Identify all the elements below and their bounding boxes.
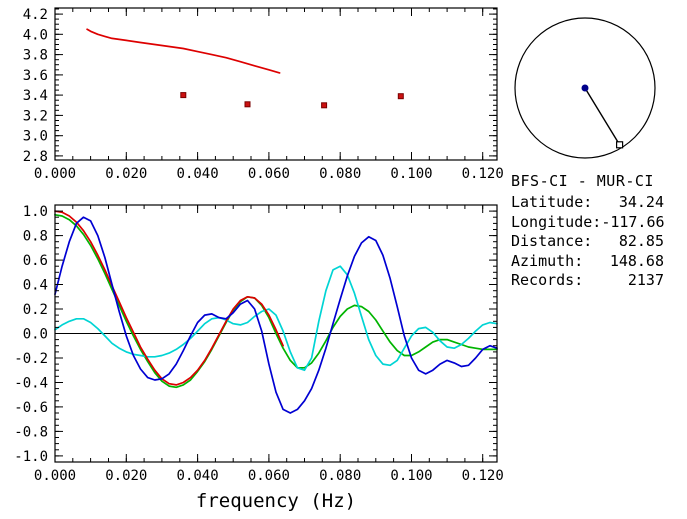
info-value-records: 2137 (627, 271, 664, 289)
info-row-azimuth: Azimuth: 148.68 (511, 252, 664, 272)
info-value-azimuth: 148.68 (609, 251, 664, 270)
svg-text:3.2: 3.2 (23, 108, 48, 124)
svg-text:-1.0: -1.0 (14, 449, 48, 465)
station-info-panel: BFS-CI - MUR-CI Latitude: 34.24 Longitud… (511, 172, 665, 291)
svg-text:0.000: 0.000 (34, 166, 76, 182)
svg-text:0.100: 0.100 (390, 166, 432, 182)
svg-text:3.8: 3.8 (23, 48, 48, 64)
svg-text:0.120: 0.120 (462, 468, 504, 484)
info-row-distance: Distance: 82.85 (511, 232, 664, 252)
info-label-latitude: Latitude: (511, 193, 593, 211)
info-value-latitude: 34.24 (618, 193, 664, 211)
svg-text:0.020: 0.020 (105, 166, 147, 182)
info-label-azimuth: Azimuth: (511, 251, 584, 270)
svg-text:1.0: 1.0 (23, 204, 48, 220)
info-label-distance: Distance: (511, 232, 593, 250)
svg-text:-0.6: -0.6 (14, 400, 48, 416)
correlation-plot: 0.000 0.020 0.040 0.060 0.080 0.100 0.120 -1.0 -… (14, 204, 504, 512)
svg-text:0.8: 0.8 (23, 229, 48, 245)
svg-text:0.060: 0.060 (248, 166, 290, 182)
svg-text:3.4: 3.4 (23, 88, 48, 104)
svg-text:frequency (Hz): frequency (Hz) (196, 490, 356, 512)
svg-text:-0.4: -0.4 (14, 376, 48, 392)
info-row-longitude: Longitude: -117.66 (511, 212, 665, 233)
svg-text:2.8: 2.8 (23, 149, 48, 165)
svg-text:0.040: 0.040 (177, 468, 219, 484)
svg-text:3.0: 3.0 (23, 129, 48, 145)
svg-text:0.100: 0.100 (390, 468, 432, 484)
svg-text:4.2: 4.2 (23, 7, 48, 23)
svg-text:3.6: 3.6 (23, 68, 48, 84)
azimuth-plot (514, 17, 656, 159)
svg-text:0.080: 0.080 (319, 468, 361, 484)
info-value-longitude: -117.66 (601, 212, 665, 231)
svg-text:0.060: 0.060 (248, 468, 290, 484)
info-label-longitude: Longitude: (511, 212, 602, 231)
info-row-records: Records: 2137 (511, 271, 664, 291)
svg-text:0.4: 0.4 (23, 278, 48, 294)
dispersion-plot: 0.000 0.020 0.040 0.060 0.080 0.100 0.120 2.8 3.… (23, 7, 504, 182)
svg-text:0.040: 0.040 (177, 166, 219, 182)
svg-text:0.080: 0.080 (319, 166, 361, 182)
info-label-records: Records: (511, 271, 584, 289)
svg-text:0.020: 0.020 (105, 468, 147, 484)
svg-text:0.000: 0.000 (34, 468, 76, 484)
svg-text:0.2: 0.2 (23, 302, 48, 318)
svg-text:0.120: 0.120 (462, 166, 504, 182)
svg-text:0.0: 0.0 (23, 327, 48, 343)
svg-text:-0.2: -0.2 (14, 351, 48, 367)
svg-text:0.6: 0.6 (23, 253, 48, 269)
info-value-distance: 82.85 (618, 232, 664, 250)
info-row-latitude: Latitude: 34.24 (511, 193, 664, 213)
svg-text:4.0: 4.0 (23, 27, 48, 43)
svg-text:-0.8: -0.8 (14, 424, 48, 440)
station-pair-title: BFS-CI - MUR-CI (511, 172, 654, 190)
